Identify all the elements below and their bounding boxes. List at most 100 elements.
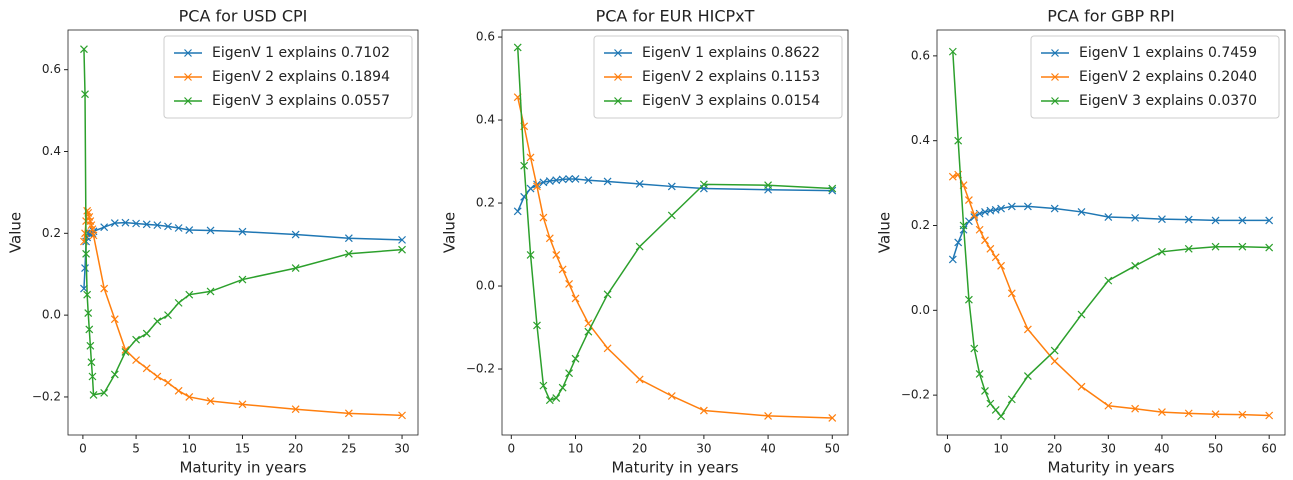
axes: 0 5 10 15 20 25 30 −0.2 0.0 0.2 0.4 0.6 PCA for USD … [7,7,419,477]
marker [142,329,151,338]
marker [153,372,162,381]
marker [185,393,194,401]
marker [83,290,92,299]
marker [513,43,522,52]
marker [970,210,979,219]
marker [1007,202,1016,211]
marker [1104,401,1113,410]
plot-frame [936,29,1286,436]
axes: 0 10 20 30 40 50 −0.2 0.0 0.2 0.4 0.6 PCA for EUR H… [441,7,849,477]
x-tick-label: 20 [1047,442,1062,456]
marker [1211,216,1220,225]
marker [1158,247,1166,256]
marker [964,295,973,304]
marker [552,176,561,185]
marker [164,311,172,320]
marker [828,414,837,422]
marker [1184,215,1193,224]
marker [552,250,561,259]
marker [545,177,554,185]
marker [1077,382,1086,391]
marker [533,321,541,330]
marker [964,217,973,226]
marker [344,234,353,243]
marker [1158,408,1166,417]
marker [132,219,141,228]
marker [100,284,109,293]
y-tick-label: 0.6 [476,30,495,44]
marker [997,412,1006,421]
marker [513,207,522,216]
marker [1050,346,1059,355]
marker [828,184,837,193]
marker [603,290,612,299]
x-tick-label: 15 [235,442,250,456]
x-tick-label: 5 [132,442,140,456]
marker [667,182,676,191]
marker [565,175,574,183]
marker [81,229,89,238]
legend-label: EigenV 2 explains 0.2040 [1079,69,1257,85]
marker [153,221,162,230]
marker [398,235,406,244]
marker [1184,409,1193,418]
marker [86,341,95,350]
marker [981,236,989,245]
marker [84,309,93,318]
legend-marker [184,73,192,81]
marker [667,211,676,220]
y-tick-label: 0.4 [476,113,495,127]
series-line [952,173,1270,417]
marker [603,344,612,353]
marker [132,356,141,365]
marker [526,250,535,259]
marker [121,345,130,354]
marker [164,378,172,387]
y-axis-label: Value [7,212,25,253]
marker [344,249,353,258]
marker [142,364,151,373]
marker [1238,242,1247,251]
marker [997,204,1006,213]
legend-marker [184,49,192,57]
x-tick-label: 0 [79,442,87,456]
marker [545,396,554,405]
marker [764,181,773,190]
x-tick-label: 10 [568,442,583,456]
marker [539,178,548,187]
marker [100,223,109,232]
marker [1050,204,1059,213]
x-tick-label: 30 [394,442,409,456]
y-tick-label: 0.0 [911,303,930,317]
marker [185,290,194,299]
chart-title: PCA for EUR HICPxT [596,7,755,26]
x-tick-label: 50 [825,442,840,456]
legend: EigenV 1 explains 0.7102 EigenV 2 explain… [163,35,413,119]
marker [238,275,247,284]
marker [142,220,151,229]
marker [571,354,580,363]
marker [238,400,247,409]
marker [185,226,194,234]
marker [1211,410,1220,419]
legend-label: EigenV 1 explains 0.7459 [1079,45,1257,61]
marker [667,392,676,400]
legend-marker [184,97,192,105]
legend: EigenV 1 explains 0.8622 EigenV 2 explain… [593,35,843,119]
y-tick-label: 0.4 [42,144,61,158]
legend-label: EigenV 3 explains 0.0370 [1079,93,1257,109]
marker [1050,357,1059,366]
marker [1184,244,1193,253]
marker [291,230,300,239]
marker [584,327,593,336]
marker [571,294,580,303]
legend-marker [614,97,622,105]
legend-label: EigenV 3 explains 0.0557 [212,93,390,109]
marker [206,287,215,296]
marker [539,381,548,390]
legend-label: EigenV 1 explains 0.7102 [212,45,390,61]
marker [1131,213,1140,222]
series-line [83,208,403,417]
marker [398,245,406,254]
marker [539,213,548,222]
